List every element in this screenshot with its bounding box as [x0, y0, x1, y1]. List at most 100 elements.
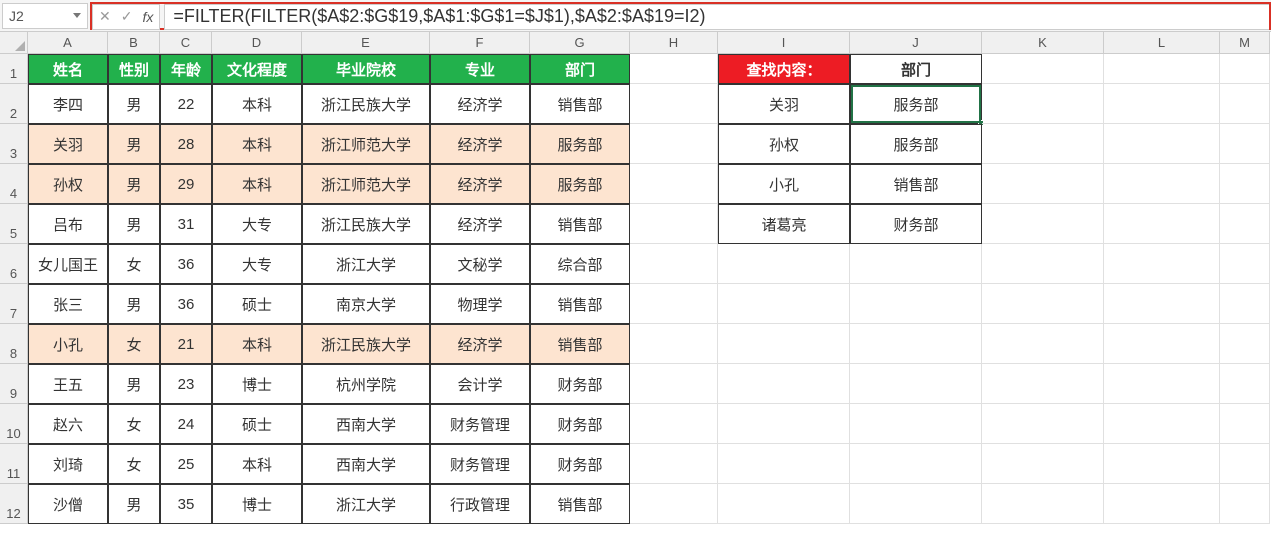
- empty-cell[interactable]: [1104, 364, 1220, 404]
- row-header-10[interactable]: 10: [0, 404, 28, 444]
- empty-cell[interactable]: [982, 84, 1104, 124]
- data-cell[interactable]: 西南大学: [302, 404, 430, 444]
- column-header-C[interactable]: C: [160, 32, 212, 54]
- empty-cell[interactable]: [982, 124, 1104, 164]
- row-header-6[interactable]: 6: [0, 244, 28, 284]
- empty-cell[interactable]: [718, 284, 850, 324]
- data-cell[interactable]: 21: [160, 324, 212, 364]
- main-header-cell[interactable]: 毕业院校: [302, 54, 430, 84]
- formula-input[interactable]: =FILTER(FILTER($A$2:$G$19,$A$1:$G$1=$J$1…: [164, 4, 1269, 30]
- lookup-header-result[interactable]: 部门: [850, 54, 982, 84]
- data-cell[interactable]: 沙僧: [28, 484, 108, 524]
- lookup-result-cell[interactable]: 服务部: [850, 124, 982, 164]
- data-cell[interactable]: 经济学: [430, 124, 530, 164]
- data-cell[interactable]: 销售部: [530, 84, 630, 124]
- empty-cell[interactable]: [1220, 54, 1270, 84]
- data-cell[interactable]: 博士: [212, 364, 302, 404]
- empty-cell[interactable]: [718, 244, 850, 284]
- data-cell[interactable]: 本科: [212, 444, 302, 484]
- empty-cell[interactable]: [850, 244, 982, 284]
- row-header-3[interactable]: 3: [0, 124, 28, 164]
- data-cell[interactable]: 销售部: [530, 484, 630, 524]
- main-header-cell[interactable]: 文化程度: [212, 54, 302, 84]
- data-cell[interactable]: 行政管理: [430, 484, 530, 524]
- data-cell[interactable]: 29: [160, 164, 212, 204]
- empty-cell[interactable]: [630, 404, 718, 444]
- lookup-result-cell[interactable]: 财务部: [850, 204, 982, 244]
- column-header-I[interactable]: I: [718, 32, 850, 54]
- column-header-F[interactable]: F: [430, 32, 530, 54]
- data-cell[interactable]: 22: [160, 84, 212, 124]
- data-cell[interactable]: 硕士: [212, 284, 302, 324]
- empty-cell[interactable]: [630, 84, 718, 124]
- data-cell[interactable]: 财务部: [530, 364, 630, 404]
- column-header-J[interactable]: J: [850, 32, 982, 54]
- data-cell[interactable]: 服务部: [530, 164, 630, 204]
- empty-cell[interactable]: [1220, 364, 1270, 404]
- data-cell[interactable]: 财务部: [530, 404, 630, 444]
- data-cell[interactable]: 男: [108, 204, 160, 244]
- fx-icon[interactable]: fx: [142, 9, 153, 25]
- data-cell[interactable]: 王五: [28, 364, 108, 404]
- data-cell[interactable]: 财务部: [530, 444, 630, 484]
- data-cell[interactable]: 25: [160, 444, 212, 484]
- lookup-name-cell[interactable]: 关羽: [718, 84, 850, 124]
- data-cell[interactable]: 南京大学: [302, 284, 430, 324]
- data-cell[interactable]: 硕士: [212, 404, 302, 444]
- row-header-4[interactable]: 4: [0, 164, 28, 204]
- column-header-K[interactable]: K: [982, 32, 1104, 54]
- data-cell[interactable]: 张三: [28, 284, 108, 324]
- data-cell[interactable]: 销售部: [530, 324, 630, 364]
- row-header-5[interactable]: 5: [0, 204, 28, 244]
- empty-cell[interactable]: [850, 484, 982, 524]
- data-cell[interactable]: 经济学: [430, 84, 530, 124]
- data-cell[interactable]: 财务管理: [430, 444, 530, 484]
- data-cell[interactable]: 销售部: [530, 284, 630, 324]
- name-box-dropdown-icon[interactable]: [73, 13, 81, 18]
- row-header-1[interactable]: 1: [0, 54, 28, 84]
- data-cell[interactable]: 经济学: [430, 204, 530, 244]
- data-cell[interactable]: 本科: [212, 84, 302, 124]
- empty-cell[interactable]: [718, 484, 850, 524]
- data-cell[interactable]: 李四: [28, 84, 108, 124]
- data-cell[interactable]: 本科: [212, 164, 302, 204]
- column-header-L[interactable]: L: [1104, 32, 1220, 54]
- empty-cell[interactable]: [1220, 84, 1270, 124]
- empty-cell[interactable]: [982, 364, 1104, 404]
- lookup-result-cell[interactable]: 销售部: [850, 164, 982, 204]
- empty-cell[interactable]: [1104, 54, 1220, 84]
- data-cell[interactable]: 35: [160, 484, 212, 524]
- data-cell[interactable]: 浙江师范大学: [302, 164, 430, 204]
- data-cell[interactable]: 文秘学: [430, 244, 530, 284]
- row-header-9[interactable]: 9: [0, 364, 28, 404]
- data-cell[interactable]: 36: [160, 284, 212, 324]
- data-cell[interactable]: 会计学: [430, 364, 530, 404]
- data-cell[interactable]: 女: [108, 444, 160, 484]
- column-header-D[interactable]: D: [212, 32, 302, 54]
- empty-cell[interactable]: [630, 324, 718, 364]
- empty-cell[interactable]: [1104, 204, 1220, 244]
- empty-cell[interactable]: [630, 364, 718, 404]
- empty-cell[interactable]: [982, 444, 1104, 484]
- data-cell[interactable]: 经济学: [430, 324, 530, 364]
- data-cell[interactable]: 服务部: [530, 124, 630, 164]
- empty-cell[interactable]: [1220, 324, 1270, 364]
- empty-cell[interactable]: [630, 204, 718, 244]
- empty-cell[interactable]: [1104, 244, 1220, 284]
- empty-cell[interactable]: [1104, 444, 1220, 484]
- column-header-B[interactable]: B: [108, 32, 160, 54]
- data-cell[interactable]: 孙权: [28, 164, 108, 204]
- row-header-7[interactable]: 7: [0, 284, 28, 324]
- data-cell[interactable]: 财务管理: [430, 404, 530, 444]
- empty-cell[interactable]: [1104, 284, 1220, 324]
- empty-cell[interactable]: [1104, 84, 1220, 124]
- column-header-H[interactable]: H: [630, 32, 718, 54]
- row-header-2[interactable]: 2: [0, 84, 28, 124]
- column-header-A[interactable]: A: [28, 32, 108, 54]
- empty-cell[interactable]: [982, 244, 1104, 284]
- data-cell[interactable]: 吕布: [28, 204, 108, 244]
- data-cell[interactable]: 男: [108, 84, 160, 124]
- data-cell[interactable]: 浙江民族大学: [302, 84, 430, 124]
- data-cell[interactable]: 男: [108, 164, 160, 204]
- data-cell[interactable]: 女儿国王: [28, 244, 108, 284]
